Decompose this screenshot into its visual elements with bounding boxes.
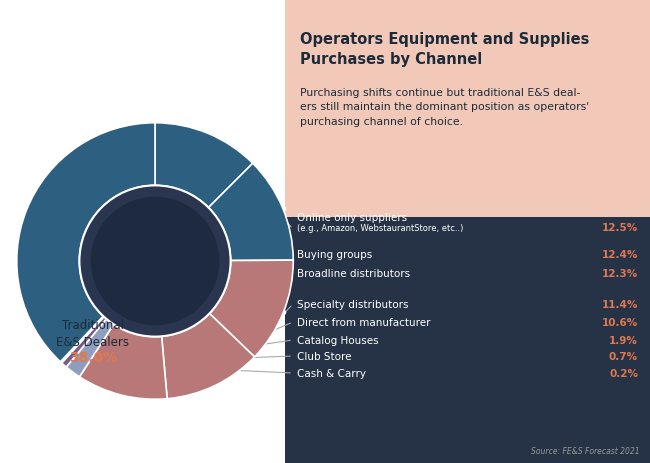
Bar [0,0,285,463]
Text: 0.7%: 0.7% [609,351,638,361]
Bar [285,0,650,218]
Text: Purchasing shifts continue but traditional E&S deal-
ers still maintain the domi: Purchasing shifts continue but tradition… [300,88,589,126]
Text: Purchases by Channel: Purchases by Channel [300,52,482,67]
Text: 12.4%: 12.4% [602,250,638,259]
Wedge shape [62,317,107,367]
Wedge shape [162,314,255,399]
Text: Specialty distributors: Specialty distributors [297,300,408,309]
Wedge shape [209,261,293,357]
Text: Broadline distributors: Broadline distributors [297,269,410,278]
Wedge shape [79,325,167,400]
Text: Source: FE&S Forecast 2021: Source: FE&S Forecast 2021 [532,446,640,455]
Text: Operators Equipment and Supplies: Operators Equipment and Supplies [300,32,590,47]
Text: Traditional
E&S Dealers: Traditional E&S Dealers [57,319,129,348]
Text: (e.g., Amazon, WebstaurantStore, etc..): (e.g., Amazon, WebstaurantStore, etc..) [297,224,463,232]
Text: 10.6%: 10.6% [602,317,638,327]
Wedge shape [60,316,104,363]
Text: 11.4%: 11.4% [602,300,638,309]
Wedge shape [209,164,293,261]
Text: 12.3%: 12.3% [602,269,638,278]
Text: Cash & Carry: Cash & Carry [297,368,366,378]
Bar [285,218,650,463]
Text: 1.9%: 1.9% [609,335,638,345]
Text: 12.5%: 12.5% [602,223,638,232]
Circle shape [91,197,219,325]
Text: Direct from manufacturer: Direct from manufacturer [297,317,430,327]
Text: Club Store: Club Store [297,351,352,361]
Wedge shape [66,319,114,377]
Text: Buying groups: Buying groups [297,250,372,259]
Text: 38.0%: 38.0% [69,350,117,364]
Wedge shape [155,124,253,208]
Text: Catalog Houses: Catalog Houses [297,335,378,345]
Wedge shape [17,124,155,362]
Text: 0.2%: 0.2% [609,368,638,378]
Circle shape [79,186,231,337]
Text: Online only suppliers: Online only suppliers [297,213,407,223]
